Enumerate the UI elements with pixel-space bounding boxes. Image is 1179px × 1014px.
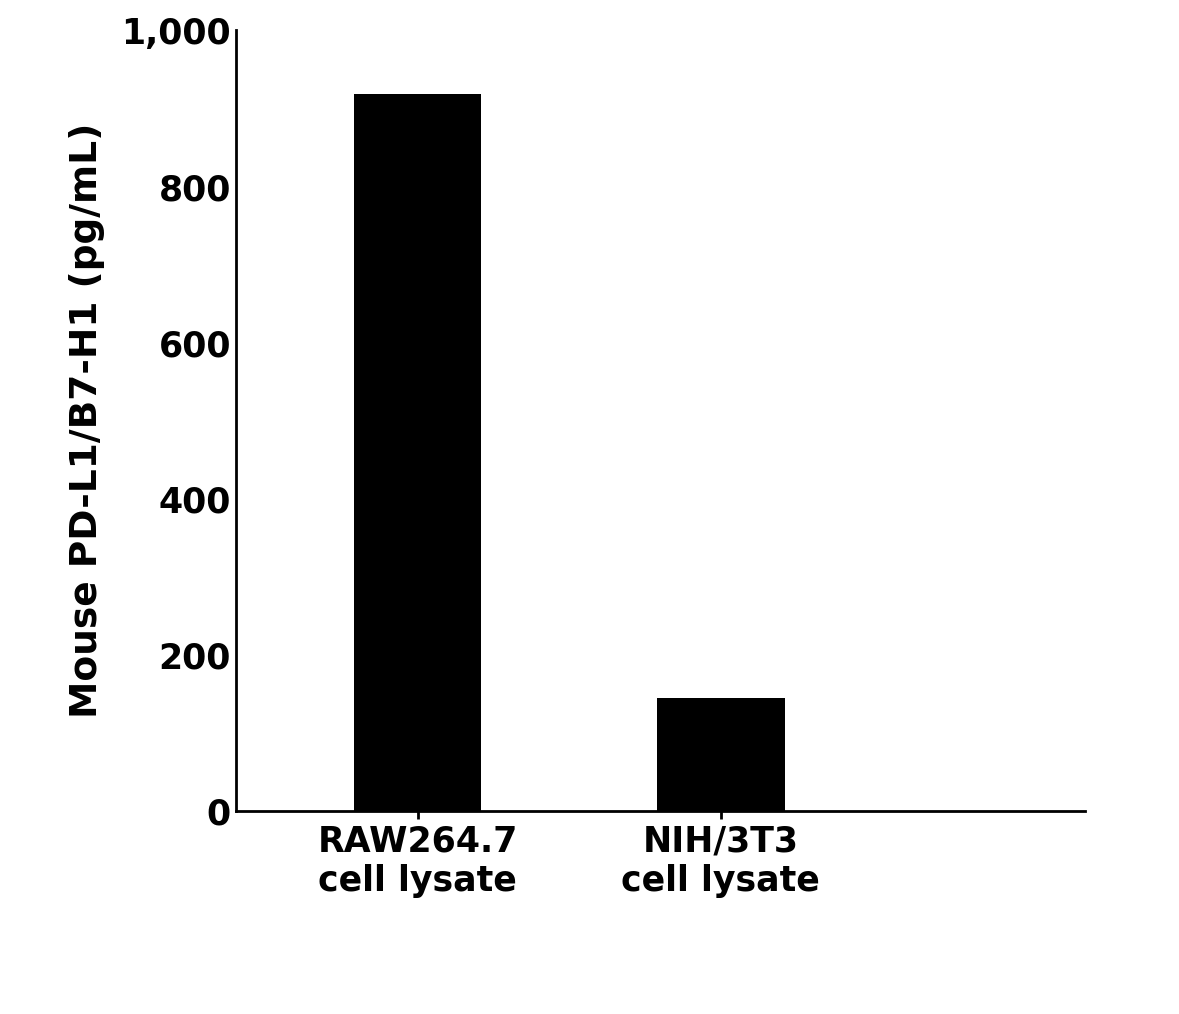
Y-axis label: Mouse PD-L1/B7-H1 (pg/mL): Mouse PD-L1/B7-H1 (pg/mL)	[68, 123, 105, 719]
Bar	[657, 699, 784, 811]
Bar	[354, 94, 481, 811]
